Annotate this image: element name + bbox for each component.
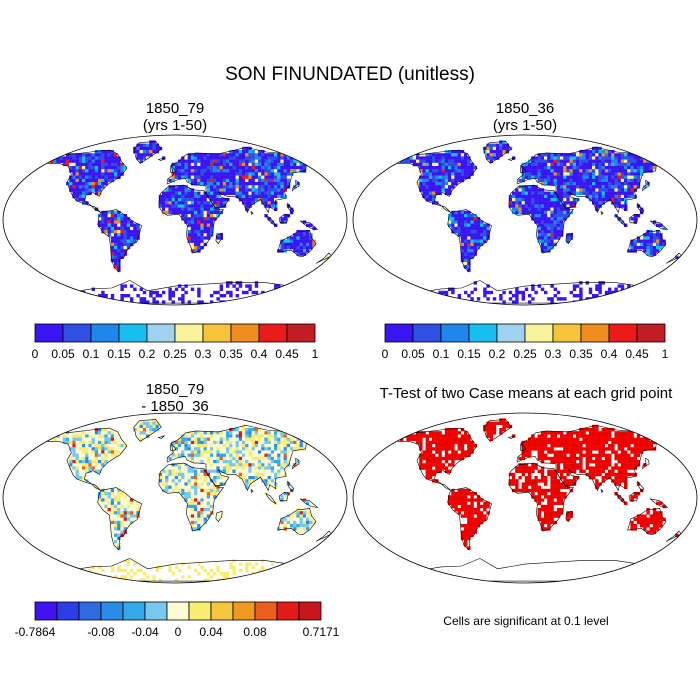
colorbar-tick-label: 0.7171 xyxy=(303,625,340,639)
map-panel-ttest xyxy=(352,412,698,584)
colorbar-box xyxy=(144,601,168,621)
colorbar-box xyxy=(100,601,124,621)
colorbar-tick-label: 0.05 xyxy=(401,347,425,361)
colorbar-box xyxy=(468,323,498,343)
colorbar-tick-label: 1 xyxy=(312,347,319,361)
coastlines xyxy=(396,141,682,304)
colorbar-tick-label: -0.7864 xyxy=(15,625,56,639)
panel1-title-line1: 1850_79 xyxy=(145,100,205,117)
colorbar-box xyxy=(286,323,316,343)
colorbar-tick-label: 0 xyxy=(175,625,182,639)
colorbar-box xyxy=(90,323,120,343)
panel4-title: T-Test of two Case means at each grid po… xyxy=(352,385,700,402)
map-frame xyxy=(2,412,348,584)
panel3-title-line1: 1850_79 xyxy=(145,381,205,398)
panel2-title-line2: (yrs 1-50) xyxy=(492,117,558,134)
coastlines xyxy=(396,419,682,582)
map-frame xyxy=(352,412,698,584)
colorbar-tick-label: 0.3 xyxy=(545,347,562,361)
colorbar-tick-label: 0.15 xyxy=(107,347,131,361)
map-panel-1850-36 xyxy=(352,134,698,306)
panel2-title: 1850_36 (yrs 1-50) xyxy=(400,100,650,134)
colorbar-box xyxy=(62,323,92,343)
colorbar-box xyxy=(552,323,582,343)
colorbar-box xyxy=(78,601,102,621)
map-content-2 xyxy=(352,134,698,306)
colorbar-box xyxy=(232,601,256,621)
map-content-4 xyxy=(352,412,698,584)
panel1-title: 1850_79 (yrs 1-50) xyxy=(50,100,300,134)
colorbar-tick-label: 0.2 xyxy=(489,347,506,361)
map-panel-1850-79 xyxy=(2,134,348,306)
colorbar-tick-label: -0.04 xyxy=(131,625,159,639)
colorbar-box xyxy=(524,323,554,343)
colorbar-box xyxy=(146,323,176,343)
colorbar-box xyxy=(384,323,414,343)
colorbar-tick-label: 0.35 xyxy=(219,347,243,361)
colorbar-box xyxy=(56,601,80,621)
colorbar-box xyxy=(118,323,148,343)
colorbar-tick-label: 0.15 xyxy=(457,347,481,361)
colorbar-box xyxy=(210,601,234,621)
colorbar-box xyxy=(496,323,526,343)
colorbar-tick-label: 0.25 xyxy=(513,347,537,361)
colorbar-tick-label: 0.1 xyxy=(433,347,450,361)
colorbar-tick-label: 0.1 xyxy=(83,347,100,361)
colorbar-tick-label: 0.35 xyxy=(569,347,593,361)
colorbar-box xyxy=(230,323,260,343)
colorbar-box xyxy=(276,601,300,621)
colorbar-tick-label: 0.08 xyxy=(243,625,267,639)
map-frame xyxy=(2,134,348,306)
colorbar-tick-label: 0 xyxy=(382,347,389,361)
colorbar-tick-label: 0.45 xyxy=(625,347,649,361)
colorbar-panel1: 0 0.05 0.1 0.15 0.2 0.25 0.3 0.35 0.4 0.45 1 xyxy=(32,323,319,361)
colorbar-box xyxy=(298,601,322,621)
colorbar-tick-label: -0.08 xyxy=(87,625,115,639)
colorbar-tick-label: 0.45 xyxy=(275,347,299,361)
map-content-3 xyxy=(2,412,348,584)
colorbar-box xyxy=(254,601,278,621)
colorbar-box xyxy=(440,323,470,343)
colorbar-tick-label: 0.05 xyxy=(51,347,75,361)
colorbar-tick-label: 0.25 xyxy=(163,347,187,361)
panel1-title-line2: (yrs 1-50) xyxy=(142,117,208,134)
colorbar-box xyxy=(188,601,212,621)
colorbar-tick-label: 1 xyxy=(662,347,669,361)
panel2-title-line1: 1850_36 xyxy=(495,100,555,117)
colorbar-box xyxy=(166,601,190,621)
colorbar-box xyxy=(608,323,638,343)
colorbar-box xyxy=(412,323,442,343)
colorbar-tick-label: 0 xyxy=(32,347,39,361)
colorbar-box xyxy=(580,323,610,343)
colorbar-box xyxy=(34,323,64,343)
colorbar-box xyxy=(174,323,204,343)
colorbar-box xyxy=(636,323,666,343)
colorbar-tick-label: 0.2 xyxy=(139,347,156,361)
colorbar-box xyxy=(202,323,232,343)
significance-note: Cells are significant at 0.1 level xyxy=(443,614,609,628)
colorbar-panel3: -0.7864 -0.08 -0.04 0 0.04 0.08 0.7171 xyxy=(15,601,340,639)
colorbar-tick-label: 0.3 xyxy=(195,347,212,361)
map-panel-difference xyxy=(2,412,348,584)
panel4-title-line1: T-Test of two Case means at each grid po… xyxy=(379,385,673,402)
panel3-title-line2: - 1850_36 xyxy=(141,398,209,415)
colorbar-box xyxy=(122,601,146,621)
colorbar-panel2: 0 0.05 0.1 0.15 0.2 0.25 0.3 0.35 0.4 0.45 1 xyxy=(382,323,669,361)
colorbar-tick-label: 0.4 xyxy=(251,347,268,361)
panel3-title: 1850_79 - 1850_36 xyxy=(50,381,300,415)
map-content-1 xyxy=(2,134,348,306)
figure-title: SON FINUNDATED (unitless) xyxy=(225,64,475,85)
colorbar-box xyxy=(258,323,288,343)
map-frame xyxy=(352,134,698,306)
colorbar-box xyxy=(34,601,58,621)
colorbar-tick-label: 0.04 xyxy=(199,625,223,639)
colorbar-tick-label: 0.4 xyxy=(601,347,618,361)
